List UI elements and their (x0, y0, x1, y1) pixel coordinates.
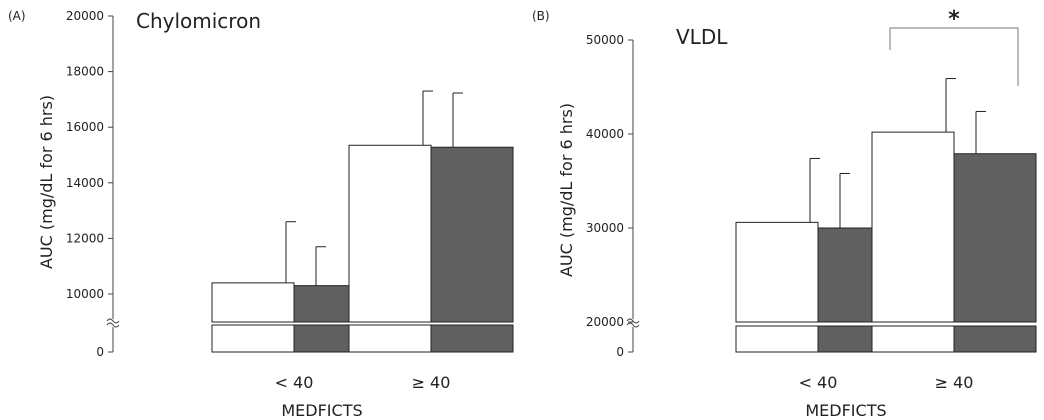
panel-b-y-tick-label: 0 (616, 345, 624, 359)
panel-a-bar-stub (348, 324, 432, 353)
panel-a-y-axis-label: AUC (mg/dL for 6 hrs) (37, 95, 56, 269)
panel-b-bar-stub (871, 325, 955, 353)
panel-b-significance-star: * (948, 7, 960, 32)
panel-a-category-label: ≥ 40 (412, 373, 451, 392)
panel-b-axis-break-mark (626, 318, 640, 324)
panel-b-y-tick-label: 30000 (586, 221, 624, 235)
panel-a-y-tick-label: 16000 (66, 120, 104, 134)
panel-a-label: (A) (8, 9, 26, 23)
panel-b-title: VLDL (676, 25, 728, 49)
panel-a-x-axis-label: MEDFICTS (281, 401, 362, 420)
panel-b-significance-bracket (889, 27, 1019, 86)
panel-a-y-tick-label: 18000 (66, 65, 104, 79)
panel-a-plot: 10000 12000 14000 16000 18000 20000 0 < 40 ≥ 40 (66, 9, 514, 392)
panel-a-bar (211, 282, 295, 323)
panel-a-title: Chylomicron (136, 9, 261, 33)
panel-b-y-tick-label: 50000 (586, 33, 624, 47)
panel-b-bar-stub (735, 325, 819, 353)
panel-a-bar-stub (211, 324, 295, 353)
panel-b-axis-break-mark (626, 322, 640, 328)
panel-b-bar-stub (953, 325, 1037, 353)
panel-a-y-tick-label: 0 (96, 345, 104, 359)
panel-b-y-tick-label: 20000 (586, 315, 624, 329)
panel-b-label: (B) (532, 9, 550, 23)
panel-a-axis-break-mark (106, 322, 120, 328)
panel-b-category-label: ≥ 40 (935, 373, 974, 392)
panel-b-y-tick-label: 40000 (586, 127, 624, 141)
panel-a-y-tick-label: 12000 (66, 231, 104, 245)
panel-b: (B) VLDL AUC (mg/dL for 6 hrs) MEDFICTS … (532, 7, 1037, 420)
panel-a-bar (430, 146, 514, 323)
panel-a-axis-break-mark (106, 318, 120, 324)
panel-b-y-axis-label: AUC (mg/dL for 6 hrs) (557, 103, 576, 277)
panel-a-bar (348, 144, 432, 323)
panel-a-category-label: < 40 (275, 373, 314, 392)
panel-a-y-tick-label: 10000 (66, 287, 104, 301)
panel-b-plot: 20000 30000 40000 50000 0 < 40 ≥ 40 * (586, 7, 1037, 392)
panel-b-category-label: < 40 (799, 373, 838, 392)
panel-b-x-axis-label: MEDFICTS (805, 401, 886, 420)
panel-a-bar-stub (430, 324, 514, 353)
panel-b-bar (953, 153, 1037, 323)
panel-b-bar (735, 221, 819, 323)
panel-a-y-tick-label: 14000 (66, 176, 104, 190)
panel-b-bar (871, 131, 955, 323)
panel-a: (A) Chylomicron AUC (mg/dL for 6 hrs) ME… (8, 9, 514, 420)
panel-a-y-tick-label: 20000 (66, 9, 104, 23)
